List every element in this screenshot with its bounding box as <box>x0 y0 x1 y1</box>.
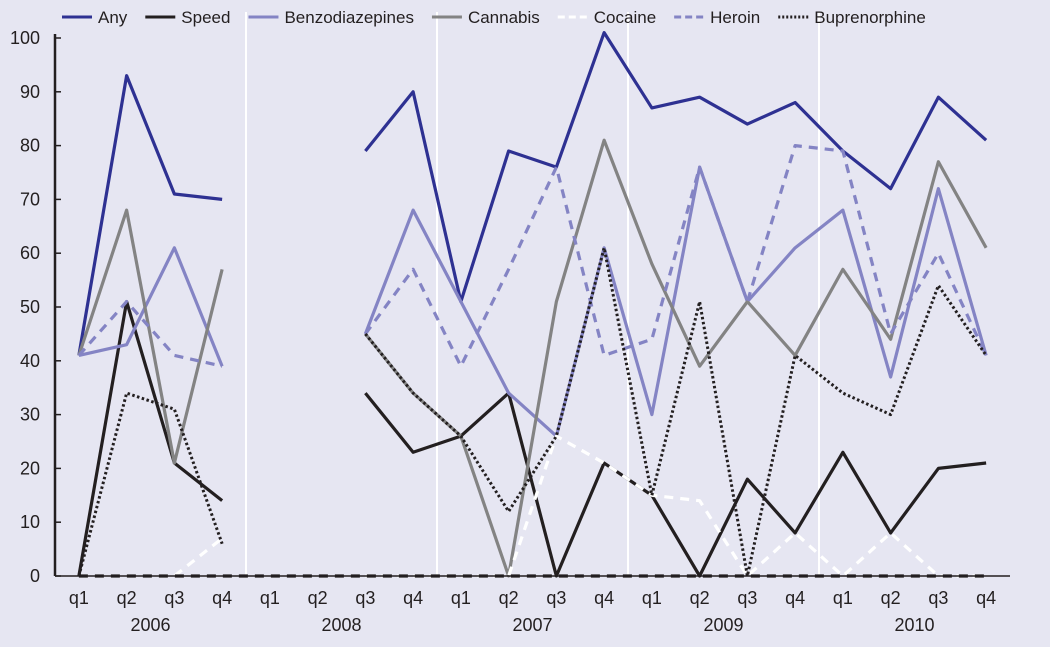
x-tick-label: q3 <box>928 588 948 608</box>
x-group-label: 2008 <box>321 615 361 635</box>
x-tick-label: q1 <box>833 588 853 608</box>
series-line-buprenorphine <box>364 246 988 578</box>
x-tick-label: q4 <box>403 588 423 608</box>
x-tick-label: q3 <box>737 588 757 608</box>
x-tick-label: q4 <box>976 588 996 608</box>
y-tick-label: 70 <box>20 189 40 209</box>
y-axis-ticks: 0 10 20 30 40 50 60 70 80 90 100 <box>10 28 61 586</box>
x-tick-label: q1 <box>69 588 89 608</box>
legend-label: Buprenorphine <box>814 8 926 27</box>
legend-item-speed: Speed <box>145 8 230 27</box>
x-group-label: 2009 <box>703 615 743 635</box>
x-group-label: 2010 <box>894 615 934 635</box>
series-line-heroin <box>77 300 223 368</box>
x-tick-label: q2 <box>690 588 710 608</box>
x-tick-label: q1 <box>451 588 471 608</box>
legend-label: Speed <box>181 8 230 27</box>
series-lines <box>77 31 988 578</box>
x-tick-label: q2 <box>881 588 901 608</box>
y-tick-label: 50 <box>20 297 40 317</box>
legend-label: Cocaine <box>594 8 656 27</box>
legend-item-cannabis: Cannabis <box>431 8 540 27</box>
series-line-cannabis <box>364 138 988 578</box>
x-tick-label: q4 <box>212 588 232 608</box>
legend-label: Benzodiazepines <box>284 8 413 27</box>
y-tick-label: 60 <box>20 243 40 263</box>
series-line-cocaine <box>365 434 987 578</box>
legend-label: Any <box>98 8 128 27</box>
x-tick-label: q4 <box>785 588 805 608</box>
y-tick-label: 40 <box>20 351 40 371</box>
legend-item-heroin: Heroin <box>674 8 760 27</box>
x-tick-label: q1 <box>642 588 662 608</box>
x-tick-label: q3 <box>164 588 184 608</box>
x-tick-label: q1 <box>260 588 280 608</box>
legend-label: Heroin <box>710 8 760 27</box>
legend-item-benzodiazepines: Benzodiazepines <box>248 8 414 27</box>
legend-item-any: Any <box>62 8 128 27</box>
y-tick-label: 30 <box>20 405 40 425</box>
x-tick-label: q3 <box>355 588 375 608</box>
y-tick-label: 90 <box>20 82 40 102</box>
series-line-benzodiazepines <box>78 246 224 367</box>
series-line-speed <box>364 391 987 578</box>
legend-item-buprenorphine: Buprenorphine <box>778 8 926 27</box>
y-tick-label: 100 <box>10 28 40 48</box>
series-line-any <box>77 74 223 356</box>
x-tick-label: q3 <box>546 588 566 608</box>
y-tick-label: 20 <box>20 458 40 478</box>
series-line-any <box>364 31 988 304</box>
series-line-buprenorphine <box>77 391 224 577</box>
legend-label: Cannabis <box>468 8 540 27</box>
x-tick-label: q2 <box>117 588 137 608</box>
y-tick-label: 0 <box>30 566 40 586</box>
series-line-benzodiazepines <box>363 165 988 438</box>
x-tick-label: q4 <box>594 588 614 608</box>
x-tick-label: q2 <box>308 588 328 608</box>
series-line-cannabis <box>77 208 224 465</box>
x-group-label: 2006 <box>130 615 170 635</box>
x-axis-ticks: q1 q2 q3 q4 q1 q2 q3 q4 q1 q2 q3 q4 q1 q2 q3 q4 q1 q2 q3 q4… <box>69 588 996 635</box>
series-line-speed <box>77 300 224 577</box>
x-group-label: 2007 <box>512 615 552 635</box>
series-line-heroin <box>364 144 988 368</box>
y-tick-label: 80 <box>20 136 40 156</box>
series-line-cocaine <box>78 537 224 578</box>
y-tick-label: 10 <box>20 512 40 532</box>
year-separators <box>245 12 820 576</box>
x-tick-label: q2 <box>499 588 519 608</box>
legend-item-cocaine: Cocaine <box>557 8 656 27</box>
axes <box>53 34 1010 577</box>
legend: Any Speed Benzodiazepines Cannabis Cocaine He… <box>62 8 926 27</box>
